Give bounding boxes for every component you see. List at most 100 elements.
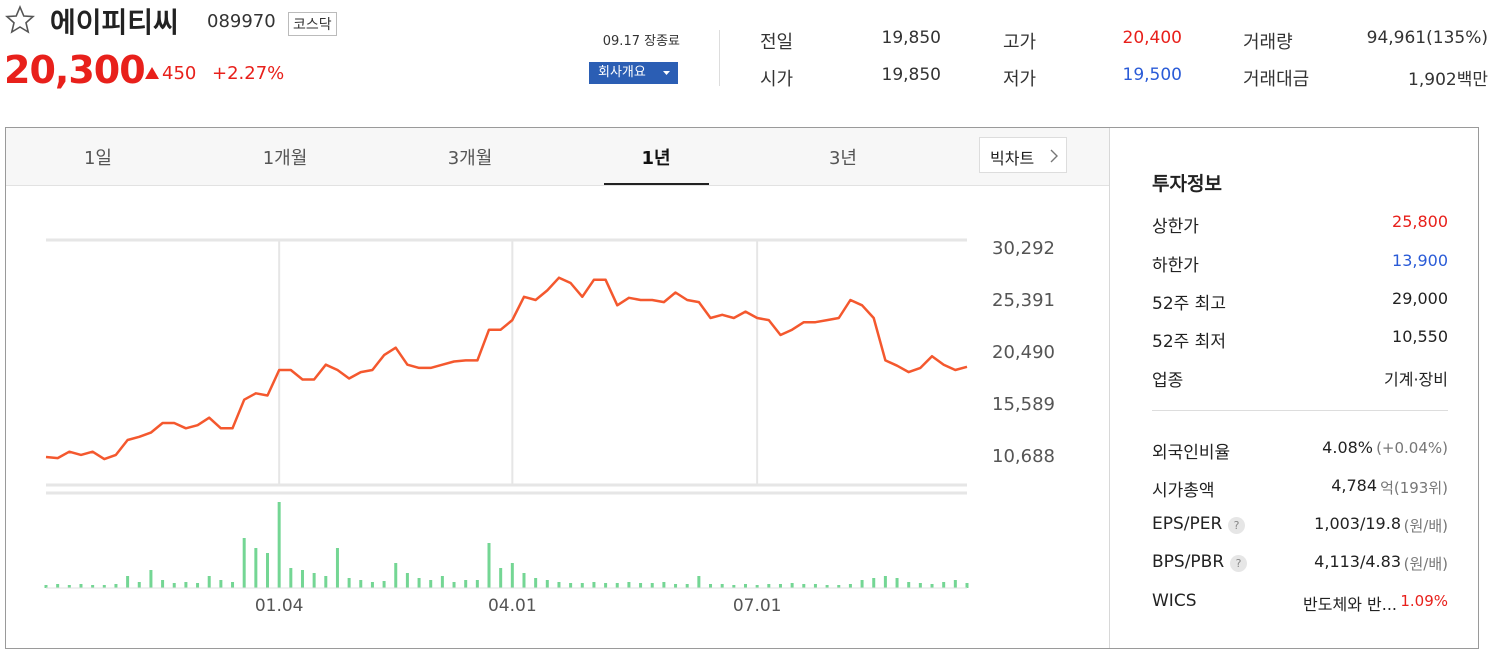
stat-label: 거래대금 [1243, 69, 1310, 90]
info-note: (+0.04%) [1376, 439, 1448, 457]
tab-underline [604, 183, 709, 185]
volume-bar [149, 570, 153, 588]
volume-bar [44, 585, 48, 588]
info-note: (원/배) [1403, 517, 1448, 535]
volume-bar [522, 573, 526, 588]
stat-value: 1,902백만 [1408, 70, 1488, 90]
chart-box [5, 127, 1479, 649]
volume-bar [405, 573, 409, 588]
info-note: 1.09% [1400, 592, 1448, 610]
volume-bar [662, 582, 666, 588]
volume-bar [883, 576, 887, 588]
info-value: 기계·장비 [1384, 370, 1448, 389]
help-icon[interactable]: ? [1230, 555, 1247, 572]
stat-value: 94,961(135%) [1366, 28, 1488, 48]
volume-bar [161, 580, 165, 588]
volume-bar [91, 585, 95, 588]
info-value: 반도체와 반... [1303, 595, 1397, 614]
volume-bar [732, 585, 736, 588]
info-note: 억(193위) [1380, 479, 1448, 497]
volume-bar [219, 580, 223, 588]
volume-bar [545, 580, 549, 588]
volume-bar [184, 582, 188, 588]
x-tick-label: 07.01 [733, 596, 782, 616]
stat-label: 저가 [1003, 69, 1037, 90]
company-button[interactable]: 회사개요 [589, 62, 678, 84]
stat-value: 20,400 [1122, 28, 1182, 48]
volume-bar [895, 578, 899, 588]
volume-bar [674, 584, 678, 588]
volume-bar [720, 584, 724, 588]
volume-bar [930, 584, 934, 588]
info-label: 하한가 [1152, 256, 1199, 276]
help-icon[interactable]: ? [1228, 517, 1245, 534]
period-tab[interactable]: 3개월 [447, 148, 493, 169]
period-tab[interactable]: 1년 [641, 148, 671, 169]
volume-bar [370, 582, 374, 588]
info-label: 외국인비율 [1152, 443, 1231, 463]
volume-bar [767, 584, 771, 588]
info-label: 52주 최저 [1152, 332, 1226, 352]
chevron [1050, 149, 1058, 163]
volume-bar [848, 584, 852, 588]
stat-value: 19,500 [1122, 65, 1182, 85]
stat-label: 시가 [760, 69, 794, 90]
volume-bar [207, 576, 211, 588]
info-label: 시가총액 [1152, 481, 1215, 501]
volume-bar [510, 563, 514, 588]
favorite-star[interactable] [4, 4, 36, 36]
info-value: 10,550 [1392, 327, 1448, 346]
current-price: 20,300 [4, 48, 146, 92]
price-line [45, 276, 968, 461]
volume-bar [172, 583, 176, 588]
volume-bar [918, 583, 922, 588]
tab-bar [6, 128, 1109, 186]
period-tab[interactable]: 3년 [828, 148, 857, 169]
info-label: 52주 최고 [1152, 294, 1226, 314]
volume-bar [534, 578, 538, 588]
volume-bar [685, 584, 689, 588]
info-label: BPS/PBR [1152, 552, 1225, 572]
price-change: 450 [162, 63, 197, 84]
volume-bar [907, 582, 911, 588]
volume-bar [312, 573, 316, 588]
volume-bar [475, 580, 479, 588]
info-value: 4.08% [1322, 438, 1373, 457]
info-value: 4,784 [1331, 476, 1377, 495]
big-chart-button[interactable]: 빅차트 [979, 137, 1067, 173]
volume-bar [347, 578, 351, 588]
volume-bar [126, 576, 130, 588]
volume-bar [709, 584, 713, 588]
caret [663, 71, 670, 75]
volume-bar [837, 585, 841, 588]
volume-bar [813, 584, 817, 588]
volume-bar [569, 583, 573, 588]
info-label: 업종 [1152, 371, 1184, 391]
info-value: 25,800 [1392, 212, 1448, 231]
period-tab[interactable]: 1일 [83, 148, 112, 169]
volume-bar [382, 581, 386, 588]
x-tick-label: 04.01 [488, 596, 537, 616]
y-tick-label: 25,391 [992, 290, 1055, 311]
volume-bar [196, 583, 200, 588]
big-chart-label: 빅차트 [990, 149, 1035, 168]
period-tab[interactable]: 1개월 [262, 148, 308, 169]
y-tick-label: 10,688 [992, 446, 1055, 467]
volume-bar [697, 576, 701, 588]
volume-bar [324, 576, 328, 588]
market-badge: 코스닥 [288, 12, 337, 36]
info-value: 13,900 [1392, 251, 1448, 270]
volume-bar [592, 582, 596, 588]
stat-value: 19,850 [881, 28, 941, 48]
market-time: 09.17 장종료 [602, 34, 680, 49]
info-title: 투자정보 [1152, 173, 1222, 195]
divider [1152, 410, 1448, 411]
volume-bar [452, 582, 456, 588]
volume-bar [289, 568, 293, 588]
volume-bar [557, 582, 561, 588]
volume-bar [254, 548, 258, 588]
volume-bar [300, 570, 304, 588]
volume-bar [639, 583, 643, 588]
